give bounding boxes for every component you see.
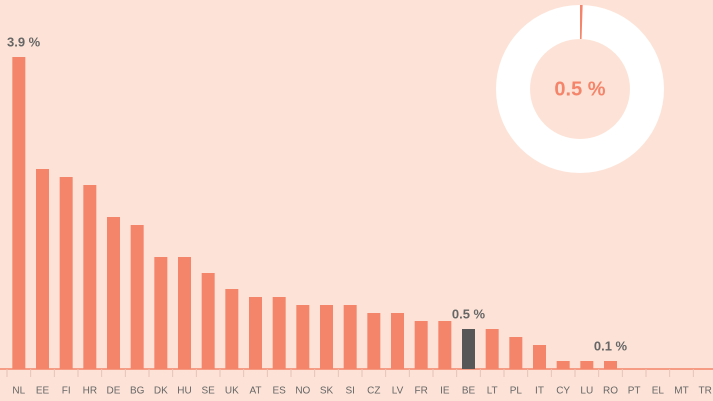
bar [485, 329, 499, 369]
bar [178, 257, 191, 369]
x-tick-label: CZ [367, 386, 380, 397]
bar [59, 177, 73, 369]
x-tick-label: PT [628, 386, 641, 397]
bar [225, 289, 239, 369]
x-tick-label: NO [295, 386, 310, 397]
x-tick-label: NL [12, 386, 25, 397]
x-tick-label: PL [510, 386, 523, 397]
x-tick-label: RO [603, 386, 618, 397]
x-tick-label: IE [440, 386, 450, 397]
bar [367, 313, 381, 369]
x-tick-label: ES [272, 386, 286, 397]
x-tick-label: LV [392, 386, 404, 397]
bar [343, 305, 357, 369]
x-tick-label: EE [36, 386, 50, 397]
x-tick-label: SK [320, 386, 334, 397]
x-tick-label: TR [698, 386, 711, 397]
bar [462, 329, 475, 369]
bar [296, 305, 310, 369]
x-tick-label: SI [345, 386, 354, 397]
bar [201, 273, 215, 369]
x-tick-label: FI [62, 386, 71, 397]
x-tick-label: AT [249, 386, 261, 397]
bar [533, 345, 546, 369]
bar [249, 297, 262, 369]
x-tick-label: HU [177, 386, 191, 397]
x-tick-label: FR [414, 386, 427, 397]
bar [83, 185, 97, 369]
x-tick-label: IT [535, 386, 544, 397]
bar [272, 297, 286, 369]
x-tick-label: LU [580, 386, 593, 397]
bar [556, 361, 570, 369]
x-tick-label: BE [462, 386, 476, 397]
bar [107, 217, 120, 369]
data-label: 3.9 % [7, 34, 41, 49]
x-tick-label: EL [652, 386, 665, 397]
x-tick-label: DE [107, 386, 121, 397]
x-tick-label: UK [225, 386, 239, 397]
x-tick-label: SE [201, 386, 215, 397]
bar [391, 313, 404, 369]
x-tick-label: LT [487, 386, 498, 397]
x-tick-label: HR [83, 386, 97, 397]
bar [154, 257, 168, 369]
x-tick-label: BG [130, 386, 145, 397]
x-tick-label: DK [154, 386, 168, 397]
x-tick-label: CY [556, 386, 570, 397]
bar [130, 225, 144, 369]
bar [414, 321, 428, 369]
bar [320, 305, 333, 369]
bar [12, 57, 26, 369]
donut-slice [580, 5, 583, 40]
x-tick-label: MT [674, 386, 688, 397]
donut-label: 0.5 % [554, 78, 605, 100]
bar [509, 337, 523, 369]
bar [580, 361, 594, 369]
bar [604, 361, 617, 369]
bar [36, 169, 49, 369]
bar [438, 321, 452, 369]
data-label: 0.5 % [452, 306, 486, 321]
data-label: 0.1 % [594, 338, 628, 353]
